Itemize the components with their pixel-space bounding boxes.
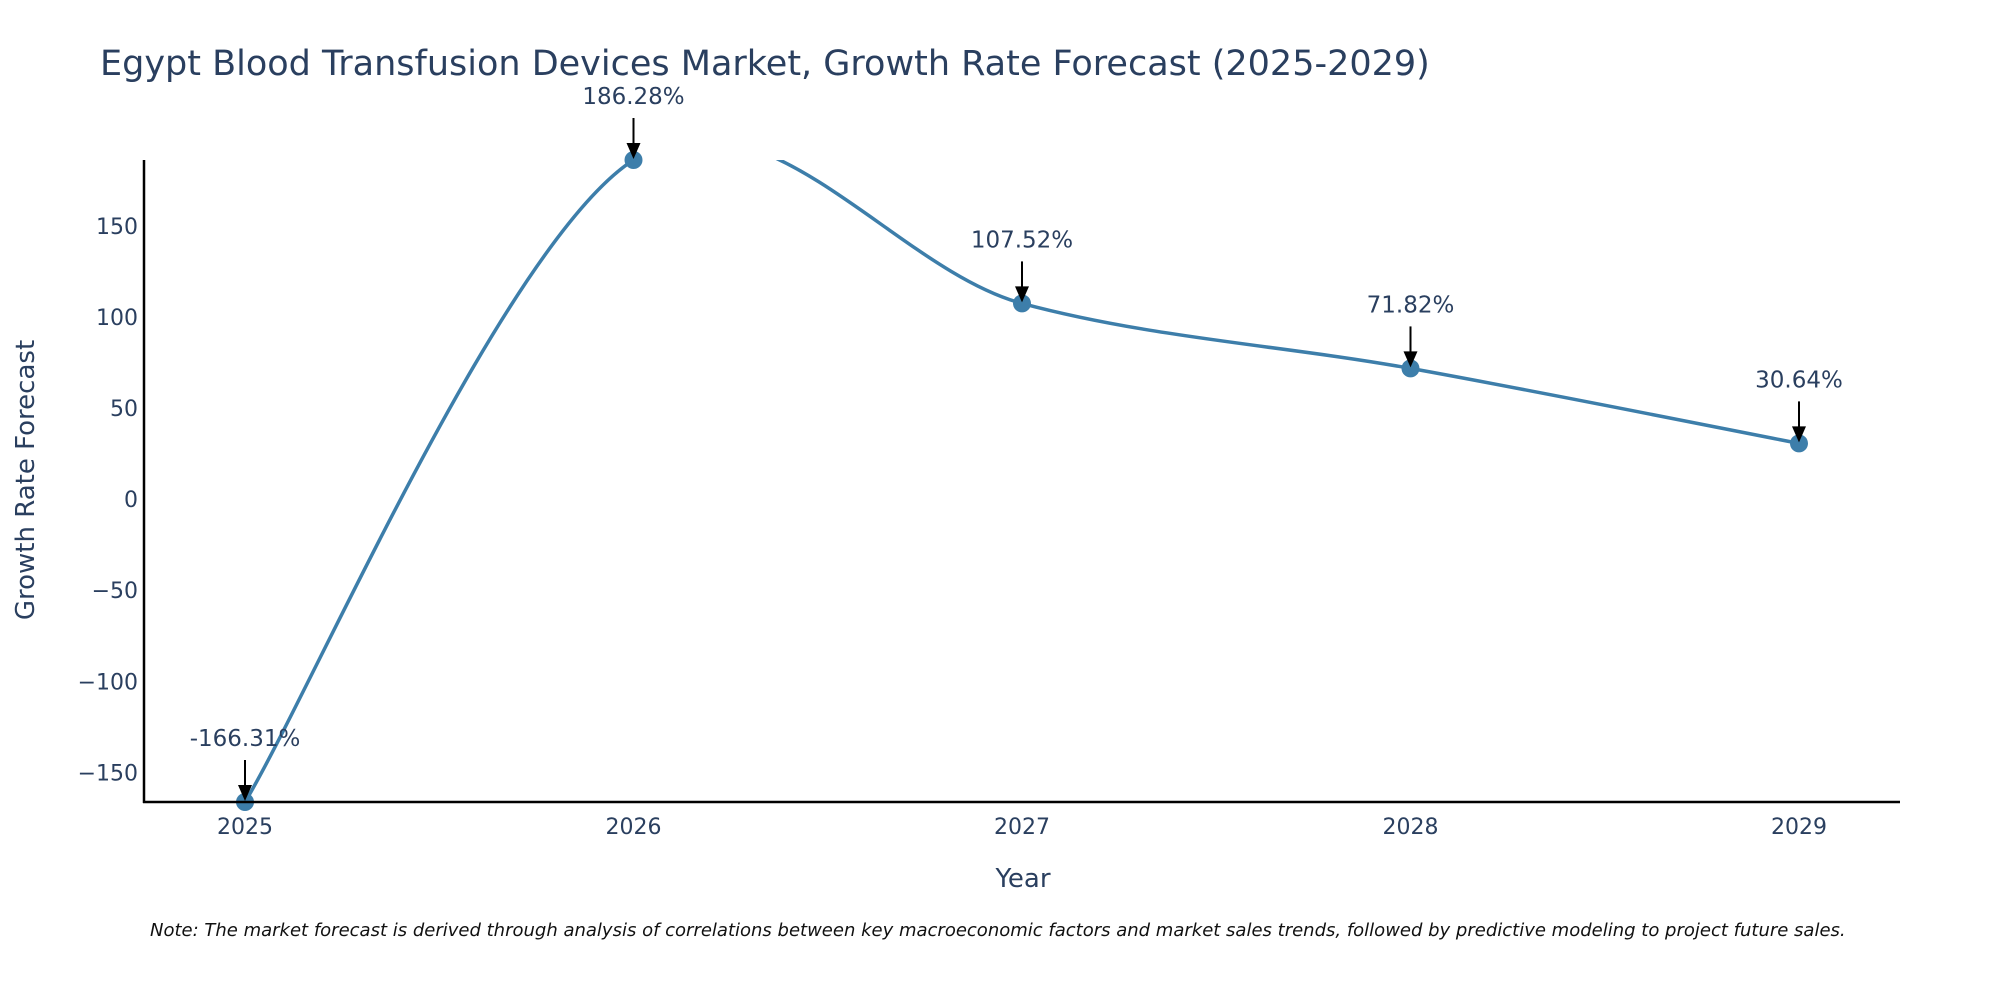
- series-line: [243, 160, 1800, 802]
- chart-title: Egypt Blood Transfusion Devices Market, …: [100, 44, 1430, 84]
- y-axis-label: Growth Rate Forecast: [11, 340, 41, 620]
- annotation-label: -166.31%: [190, 726, 301, 752]
- annotation-label: 71.82%: [1367, 292, 1455, 318]
- x-tick-label: 2025: [217, 815, 273, 840]
- annotation-arrowhead: [1403, 351, 1418, 368]
- y-tick-label: −100: [78, 670, 138, 695]
- data-point: [624, 151, 643, 169]
- data-annotations: -166.31% 186.28% 107.52% 71.82% 30.64%: [190, 84, 1843, 801]
- annotation-label: 107.52%: [971, 227, 1073, 253]
- series-group: [243, 160, 1800, 802]
- x-tick-label: 2028: [1382, 815, 1438, 840]
- data-point: [1013, 294, 1031, 313]
- annotation-label: 186.28%: [582, 84, 684, 110]
- y-tick-label: 50: [110, 397, 138, 422]
- data-point: [1401, 359, 1420, 378]
- y-tick-label: 100: [96, 306, 138, 331]
- annotation-arrowhead: [238, 785, 253, 801]
- x-tick-label: 2029: [1771, 815, 1827, 840]
- x-axis-label: Year: [994, 864, 1050, 894]
- footnote: Note: The market forecast is derived thr…: [150, 920, 1846, 941]
- data-point: [1789, 434, 1808, 453]
- annotation-arrowhead: [1015, 286, 1029, 303]
- x-tick-label: 2027: [994, 815, 1050, 840]
- annotation-arrowhead: [1791, 426, 1806, 443]
- axes: [142, 160, 1900, 804]
- y-tick-label: 0: [124, 488, 138, 513]
- y-tick-label: −50: [92, 579, 138, 604]
- y-tick-label: −150: [78, 761, 138, 786]
- annotation-label: 30.64%: [1755, 367, 1843, 393]
- x-tick-labels: 2025 2026 2027 2028 2029: [217, 815, 1827, 840]
- y-tick-label: 150: [96, 215, 138, 240]
- x-tick-label: 2026: [606, 815, 662, 840]
- annotation-arrowhead: [626, 143, 641, 159]
- y-tick-labels: −150 −100 −50 0 50 100 150: [78, 215, 138, 786]
